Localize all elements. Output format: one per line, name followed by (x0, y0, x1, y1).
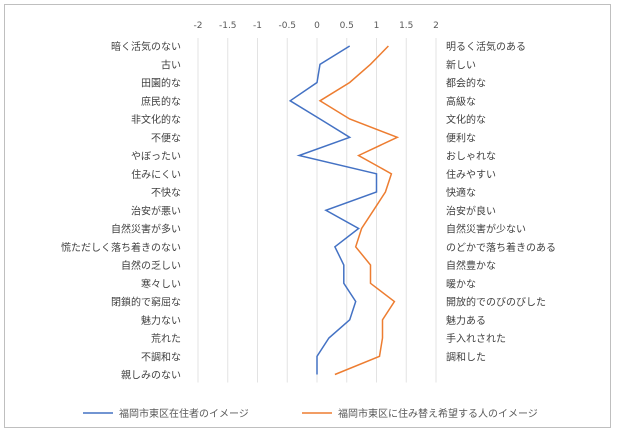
series-line-2 (318, 45, 400, 376)
right-label: 住みやすい (446, 168, 496, 181)
x-tick-labels: -2 -1.5 -1 -0.5 0 0.5 1 1.5 2 (194, 21, 439, 31)
right-label: 高級な (446, 95, 476, 108)
left-label: 慌ただしく落ち着きのない (61, 241, 181, 254)
right-label: 自然災害が少ない (446, 223, 526, 236)
left-label: 住みにくい (131, 168, 181, 181)
grid-layer (197, 38, 437, 383)
left-label: 庶民的な (141, 95, 181, 108)
right-labels: 明るく活気のある新しい都会的な高級な文化的な便利なおしゃれな住みやすい快適な治安… (446, 40, 556, 363)
right-label: 治安が良い (446, 204, 496, 217)
x-tick-label: 0.5 (340, 21, 354, 31)
left-label: 非文化的な (131, 113, 181, 126)
left-label: 暗く活気のない (111, 40, 181, 53)
right-label: 魅力ある (446, 314, 486, 327)
right-label: 開放的でのびのびした (446, 296, 546, 309)
legend-label: 福岡市東区在住者のイメージ (119, 407, 249, 420)
legend: 福岡市東区在住者のイメージ 福岡市東区に住み替え希望する人のイメージ (83, 407, 538, 420)
right-label: 手入れされた (446, 332, 506, 345)
left-label: 田園的な (141, 77, 181, 90)
right-label: 明るく活気のある (446, 40, 526, 53)
right-label: 都会的な (446, 77, 486, 90)
left-label: 不便な (151, 131, 181, 144)
left-label: 不調和な (141, 350, 181, 363)
x-tick-label: 0 (314, 21, 320, 31)
left-label: 荒れた (151, 333, 181, 345)
x-tick-label: -2 (194, 21, 203, 31)
right-label: 便利な (446, 131, 476, 144)
x-tick-label: -1 (253, 21, 262, 31)
series-line-1 (288, 45, 378, 375)
left-label: 自然災害が多い (111, 223, 181, 236)
x-tick-label: -1.5 (219, 21, 237, 31)
legend-label: 福岡市東区に住み替え希望する人のイメージ (338, 407, 538, 420)
left-labels: 暗く活気のない古い田園的な庶民的な非文化的な不便なやぼったい住みにくい不快な治安… (61, 40, 181, 382)
left-label: やぼったい (131, 151, 181, 163)
right-label: 自然豊かな (446, 259, 496, 272)
left-label: 不快な (151, 187, 181, 199)
x-tick-label: -0.5 (278, 21, 296, 31)
series-lines (288, 45, 400, 376)
x-tick-label: 1 (374, 21, 380, 31)
chart-frame: -2 -1.5 -1 -0.5 0 0.5 1 1.5 2 暗く活気のない古い田園的な庶民的な非… (4, 4, 611, 428)
semantic-differential-chart: -2 -1.5 -1 -0.5 0 0.5 1 1.5 2 暗く活気のない古い田園的な庶民的な非… (61, 21, 556, 420)
right-label: 調和した (446, 350, 486, 363)
right-label: おしゃれな (446, 151, 496, 163)
right-label: 文化的な (446, 113, 486, 126)
left-label: 親しみのない (121, 369, 181, 382)
left-label: 治安が悪い (131, 204, 181, 217)
left-label: 寒々しい (141, 277, 181, 290)
right-label: のどかで落ち着きのある (446, 241, 556, 254)
right-label: 新しい (446, 58, 476, 71)
right-label: 快適な (446, 186, 476, 199)
right-label: 暖かな (446, 277, 476, 290)
x-tick-label: 2 (433, 21, 439, 31)
left-label: 魅力ない (141, 314, 181, 327)
left-label: 自然の乏しい (121, 259, 181, 272)
x-tick-label: 1.5 (399, 21, 413, 31)
left-label: 古い (161, 58, 181, 71)
left-label: 閉鎖的で窮屈な (111, 296, 181, 309)
